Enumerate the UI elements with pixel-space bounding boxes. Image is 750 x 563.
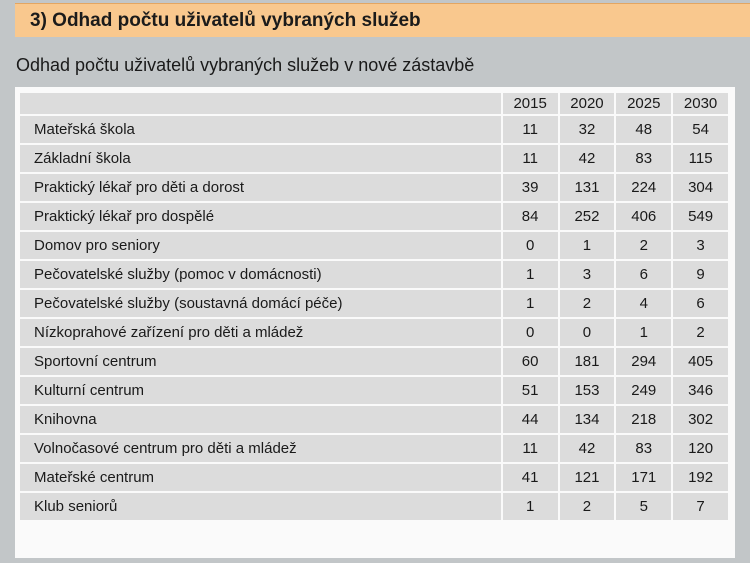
users-estimate-table: 2015 2020 2025 2030 Mateřská škola 11 32 48… <box>18 91 730 522</box>
value-cell: 2 <box>559 493 615 520</box>
value-cell: 51 <box>502 377 558 404</box>
year-header: 2030 <box>673 93 728 114</box>
value-cell: 2 <box>673 319 728 346</box>
value-cell: 346 <box>673 377 728 404</box>
value-cell: 42 <box>559 435 615 462</box>
row-label: Mateřské centrum <box>20 464 501 491</box>
table-body: Mateřská škola 11 32 48 54 Základní škola 11 42… <box>20 116 728 520</box>
value-cell: 11 <box>502 435 558 462</box>
row-label: Kulturní centrum <box>20 377 501 404</box>
table-row: Pečovatelské služby (pomoc v domácnosti)… <box>20 261 728 288</box>
section-header: 3) Odhad počtu uživatelů vybraných služe… <box>15 3 750 37</box>
value-cell: 120 <box>673 435 728 462</box>
value-cell: 6 <box>673 290 728 317</box>
row-label: Knihovna <box>20 406 501 433</box>
value-cell: 406 <box>616 203 672 230</box>
table-row: Nízkoprahové zařízení pro děti a mládež 0… <box>20 319 728 346</box>
value-cell: 3 <box>559 261 615 288</box>
value-cell: 121 <box>559 464 615 491</box>
value-cell: 249 <box>616 377 672 404</box>
year-header: 2025 <box>616 93 672 114</box>
row-label: Sportovní centrum <box>20 348 501 375</box>
row-label: Klub seniorů <box>20 493 501 520</box>
value-cell: 60 <box>502 348 558 375</box>
value-cell: 405 <box>673 348 728 375</box>
value-cell: 181 <box>559 348 615 375</box>
row-label: Domov pro seniory <box>20 232 501 259</box>
value-cell: 42 <box>559 145 615 172</box>
value-cell: 549 <box>673 203 728 230</box>
table-container: 2015 2020 2025 2030 Mateřská škola 11 32 48… <box>15 87 735 558</box>
value-cell: 304 <box>673 174 728 201</box>
value-cell: 2 <box>616 232 672 259</box>
value-cell: 44 <box>502 406 558 433</box>
year-header: 2020 <box>559 93 615 114</box>
value-cell: 3 <box>673 232 728 259</box>
table-row: Mateřská škola 11 32 48 54 <box>20 116 728 143</box>
value-cell: 39 <box>502 174 558 201</box>
value-cell: 32 <box>559 116 615 143</box>
value-cell: 11 <box>502 145 558 172</box>
table-header-row: 2015 2020 2025 2030 <box>20 93 728 114</box>
value-cell: 54 <box>673 116 728 143</box>
value-cell: 7 <box>673 493 728 520</box>
value-cell: 1 <box>502 261 558 288</box>
value-cell: 1 <box>502 493 558 520</box>
value-cell: 171 <box>616 464 672 491</box>
value-cell: 218 <box>616 406 672 433</box>
value-cell: 0 <box>502 319 558 346</box>
value-cell: 134 <box>559 406 615 433</box>
table-row: Pečovatelské služby (soustavná domácí pé… <box>20 290 728 317</box>
value-cell: 1 <box>502 290 558 317</box>
table-row: Praktický lékař pro děti a dorost 39 131 22… <box>20 174 728 201</box>
value-cell: 115 <box>673 145 728 172</box>
table-row: Mateřské centrum 41 121 171 192 <box>20 464 728 491</box>
table-row: Kulturní centrum 51 153 249 346 <box>20 377 728 404</box>
value-cell: 48 <box>616 116 672 143</box>
row-label: Pečovatelské služby (pomoc v domácnosti) <box>20 261 501 288</box>
table-row: Domov pro seniory 0 1 2 3 <box>20 232 728 259</box>
value-cell: 9 <box>673 261 728 288</box>
value-cell: 11 <box>502 116 558 143</box>
value-cell: 294 <box>616 348 672 375</box>
table-row: Sportovní centrum 60 181 294 405 <box>20 348 728 375</box>
row-label: Volnočasové centrum pro děti a mládež <box>20 435 501 462</box>
table-title: Odhad počtu uživatelů vybraných služeb v… <box>16 55 475 75</box>
value-cell: 84 <box>502 203 558 230</box>
value-cell: 0 <box>559 319 615 346</box>
value-cell: 252 <box>559 203 615 230</box>
value-cell: 153 <box>559 377 615 404</box>
year-header: 2015 <box>502 93 558 114</box>
value-cell: 302 <box>673 406 728 433</box>
row-label: Mateřská škola <box>20 116 501 143</box>
row-label: Praktický lékař pro dospělé <box>20 203 501 230</box>
table-row: Klub seniorů 1 2 5 7 <box>20 493 728 520</box>
row-label: Praktický lékař pro děti a dorost <box>20 174 501 201</box>
value-cell: 131 <box>559 174 615 201</box>
table-row: Volnočasové centrum pro děti a mládež 11 4… <box>20 435 728 462</box>
section-title: 3) Odhad počtu uživatelů vybraných služe… <box>30 10 421 31</box>
row-label: Nízkoprahové zařízení pro děti a mládež <box>20 319 501 346</box>
header-corner-cell <box>20 93 501 114</box>
value-cell: 2 <box>559 290 615 317</box>
value-cell: 41 <box>502 464 558 491</box>
value-cell: 192 <box>673 464 728 491</box>
value-cell: 4 <box>616 290 672 317</box>
value-cell: 1 <box>616 319 672 346</box>
value-cell: 83 <box>616 435 672 462</box>
row-label: Pečovatelské služby (soustavná domácí pé… <box>20 290 501 317</box>
value-cell: 1 <box>559 232 615 259</box>
row-label: Základní škola <box>20 145 501 172</box>
value-cell: 83 <box>616 145 672 172</box>
value-cell: 5 <box>616 493 672 520</box>
table-row: Praktický lékař pro dospělé 84 252 406 549 <box>20 203 728 230</box>
value-cell: 6 <box>616 261 672 288</box>
value-cell: 0 <box>502 232 558 259</box>
table-row: Základní škola 11 42 83 115 <box>20 145 728 172</box>
table-row: Knihovna 44 134 218 302 <box>20 406 728 433</box>
value-cell: 224 <box>616 174 672 201</box>
